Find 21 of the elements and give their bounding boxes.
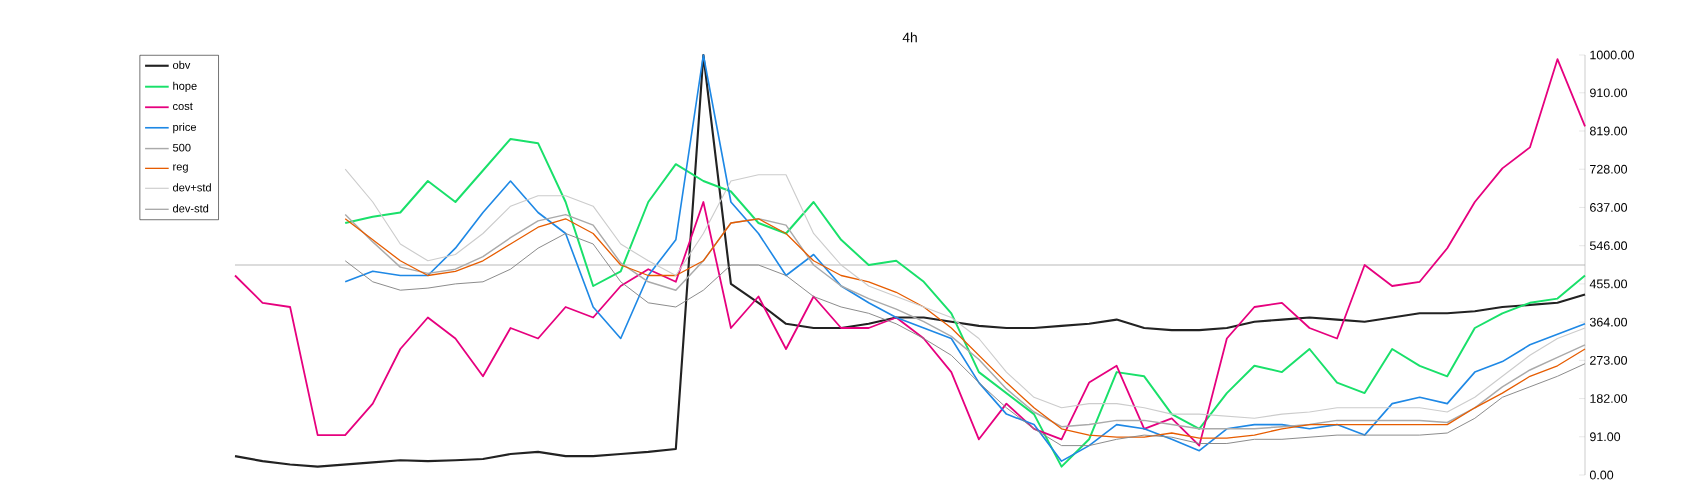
legend-label: reg <box>173 164 188 173</box>
y-tick-label: 273.00 <box>1590 355 1628 365</box>
y-tick-label: 546.00 <box>1589 241 1628 251</box>
y-tick-label: 819.00 <box>1589 126 1628 136</box>
legend-label: obv <box>172 60 191 69</box>
y-tick-label: 182.00 <box>1590 394 1628 403</box>
chart-title: 4h <box>902 32 917 43</box>
y-tick-label: 0.00 <box>1589 470 1614 480</box>
legend-label: cost <box>173 102 193 110</box>
y-tick-label: 910.00 <box>1590 88 1628 98</box>
legend-label: dev-std <box>172 204 209 213</box>
y-tick-label: 728.00 <box>1590 164 1628 174</box>
legend-label: dev+std <box>172 183 211 192</box>
y-tick-label: 364.00 <box>1589 317 1628 327</box>
y-tick-label: 637.00 <box>1590 203 1628 212</box>
y-tick-label: 455.00 <box>1589 279 1628 289</box>
legend-label: 500 <box>172 143 191 152</box>
legend-label: hope <box>173 81 197 93</box>
y-tick-label: 91.00 <box>1590 432 1621 442</box>
y-tick-label: 1000.00 <box>1590 50 1634 60</box>
legend-label: price <box>173 122 197 134</box>
